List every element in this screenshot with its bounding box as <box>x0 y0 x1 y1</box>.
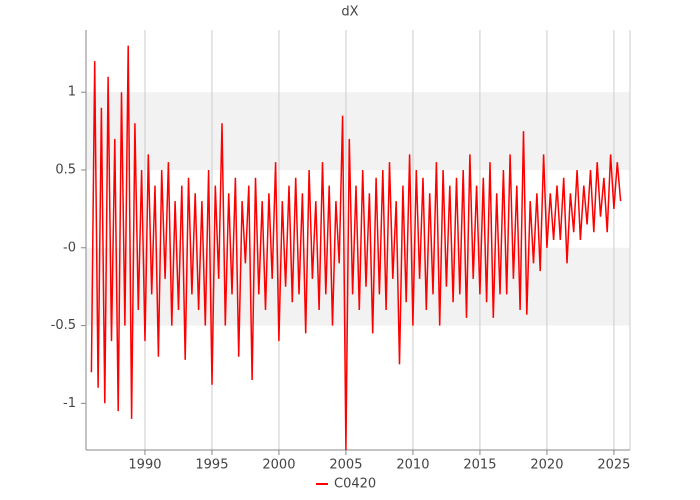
y-tick-label: -0 <box>63 240 76 255</box>
x-tick-label: 1990 <box>128 458 161 473</box>
legend-label: C0420 <box>334 477 376 492</box>
x-tick-label: 2020 <box>530 458 563 473</box>
y-tick-label: 0.5 <box>55 163 76 178</box>
y-tick-label: 1 <box>68 85 76 100</box>
series-line <box>90 45 622 451</box>
x-tick-label: 1995 <box>195 458 228 473</box>
x-tick-label: 2025 <box>597 458 630 473</box>
x-tick-label: 2005 <box>329 458 362 473</box>
x-tick-label: 2000 <box>262 458 295 473</box>
y-tick-label: -1 <box>63 396 76 411</box>
chart-title: dX <box>341 5 358 20</box>
x-tick-label: 2010 <box>396 458 429 473</box>
y-tick-label: -0.5 <box>51 318 76 333</box>
band <box>86 92 630 170</box>
x-tick-label: 2015 <box>463 458 496 473</box>
